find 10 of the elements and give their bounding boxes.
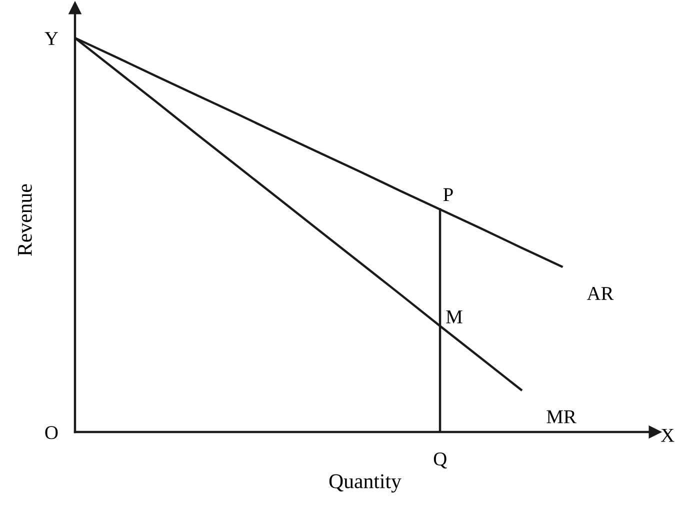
annotation: M: [446, 310, 462, 324]
annotation: Y: [44, 32, 58, 45]
x-axis-title: Quantity: [329, 474, 402, 493]
text: X: [660, 428, 674, 442]
series-label: AR: [586, 286, 614, 300]
text: Q: [434, 452, 447, 468]
annotation: O: [45, 426, 58, 440]
y-axis-title: Revenue: [18, 184, 32, 256]
series-label: MR: [546, 410, 576, 424]
annotation: P: [443, 188, 453, 202]
